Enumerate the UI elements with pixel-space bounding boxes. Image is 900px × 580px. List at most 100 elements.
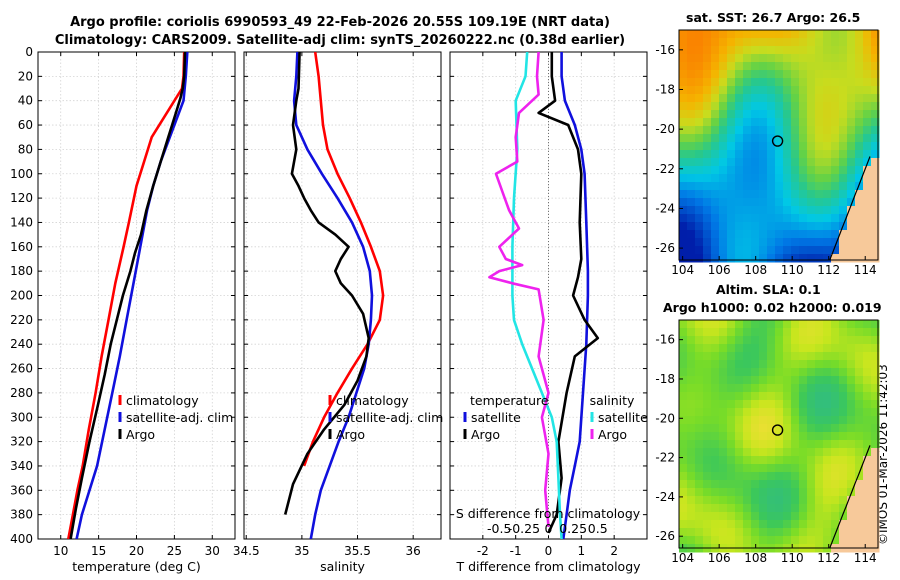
series-salinity-argo	[488, 52, 550, 527]
sst-cell	[839, 110, 848, 119]
sla-cell	[839, 368, 848, 377]
sst-cell	[807, 182, 816, 191]
sla-cell	[831, 440, 840, 449]
sla-cell	[783, 424, 792, 433]
sla-cell	[855, 328, 864, 337]
sla-cell	[839, 496, 848, 505]
sla-cell	[767, 512, 776, 521]
sla-cell	[751, 416, 760, 425]
sst-cell	[687, 174, 696, 183]
sst-cell	[815, 62, 824, 71]
sla-cell	[727, 328, 736, 337]
sst-cell	[703, 174, 712, 183]
sst-cell	[783, 102, 792, 111]
sst-cell	[679, 254, 688, 263]
sst-cell	[687, 126, 696, 135]
sst-cell	[679, 198, 688, 207]
sst-cell	[823, 102, 832, 111]
sla-cell	[783, 512, 792, 521]
sst-cell	[719, 86, 728, 95]
sla-cell	[767, 480, 776, 489]
sst-cell	[847, 142, 856, 151]
sla-cell	[775, 368, 784, 377]
sst-cell	[695, 54, 704, 63]
map-y-tick-label: -26	[655, 529, 675, 543]
sst-cell	[855, 94, 864, 103]
y-tick-label: 160	[10, 240, 33, 254]
sla-cell	[727, 376, 736, 385]
sst-cell	[695, 46, 704, 55]
sst-cell	[807, 166, 816, 175]
sla-cell	[863, 336, 872, 345]
sla-cell	[823, 320, 832, 329]
sla-cell	[807, 384, 816, 393]
sla-cell	[767, 520, 776, 529]
sla-cell	[855, 488, 864, 497]
sst-cell	[839, 118, 848, 127]
sst-cell	[871, 70, 880, 79]
sla-cell	[679, 360, 688, 369]
sst-cell	[703, 134, 712, 143]
sst-cell	[863, 206, 872, 215]
sla-cell	[735, 320, 744, 329]
sla-cell	[703, 352, 712, 361]
sst-cell	[847, 190, 856, 199]
sla-cell	[807, 440, 816, 449]
sla-cell	[751, 408, 760, 417]
sst-cell	[831, 134, 840, 143]
sla-cell	[727, 360, 736, 369]
sst-cell	[855, 150, 864, 159]
sla-cell	[831, 416, 840, 425]
sla-cell	[711, 536, 720, 545]
sst-cell	[727, 38, 736, 47]
sla-cell	[815, 432, 824, 441]
sla-cell	[799, 512, 808, 521]
sla-cell	[815, 360, 824, 369]
sla-cell	[847, 328, 856, 337]
sst-cell	[679, 182, 688, 191]
sst-cell	[735, 126, 744, 135]
sla-cell	[839, 456, 848, 465]
sst-cell	[703, 230, 712, 239]
sla-cell	[799, 504, 808, 513]
sst-cell	[687, 38, 696, 47]
sla-cell	[863, 528, 872, 537]
sst-cell	[863, 238, 872, 247]
sla-cell	[759, 376, 768, 385]
sla-cell	[695, 320, 704, 329]
sst-cell	[807, 38, 816, 47]
sst-cell	[783, 206, 792, 215]
sla-cell	[679, 480, 688, 489]
sla-cell	[703, 368, 712, 377]
sla-cell	[679, 456, 688, 465]
sla-cell	[679, 328, 688, 337]
sst-cell	[791, 134, 800, 143]
x-tick-label: 30	[205, 544, 220, 558]
sla-cell	[751, 352, 760, 361]
sst-cell	[783, 150, 792, 159]
sst-cell	[759, 30, 768, 39]
sla-cell	[703, 456, 712, 465]
sla-cell	[695, 440, 704, 449]
sst-cell	[735, 182, 744, 191]
sst-cell	[727, 62, 736, 71]
sst-cell	[727, 222, 736, 231]
sla-cell	[711, 440, 720, 449]
sla-cell	[839, 448, 848, 457]
sla-cell	[823, 384, 832, 393]
sst-cell	[855, 190, 864, 199]
sst-cell	[799, 150, 808, 159]
sla-cell	[703, 408, 712, 417]
sla-cell	[759, 528, 768, 537]
sst-map-title: sat. SST: 26.7 Argo: 26.5	[686, 10, 861, 25]
sst-cell	[775, 222, 784, 231]
sla-cell	[751, 464, 760, 473]
sla-cell	[751, 384, 760, 393]
sla-cell	[783, 360, 792, 369]
sst-cell	[775, 134, 784, 143]
sla-cell	[871, 512, 880, 521]
sst-cell	[719, 174, 728, 183]
map-x-tick-label: 114	[854, 263, 877, 277]
sla-cell	[743, 392, 752, 401]
sst-cell	[863, 190, 872, 199]
